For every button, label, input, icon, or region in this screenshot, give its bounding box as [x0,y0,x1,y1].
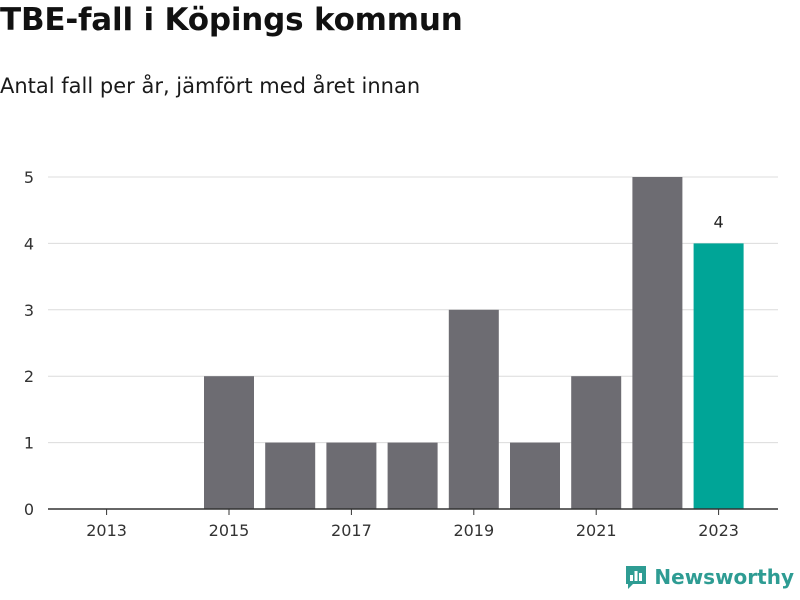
x-tick-label: 2017 [331,521,372,540]
bar-2016 [265,442,316,509]
brand-logo: Newsworthy [624,564,794,590]
y-tick-label: 5 [24,168,34,187]
bar-2015 [204,376,254,509]
x-tick-label: 2015 [209,521,250,540]
bar-2017 [326,442,377,509]
chart-subtitle: Antal fall per år, jämfört med året inna… [0,74,421,98]
x-tick-label: 2013 [86,521,127,540]
x-tick-label: 2021 [576,521,617,540]
y-tick-label: 1 [24,434,34,453]
data-label: 4 [714,212,724,231]
chart-title: TBE-fall i Köpings kommun [0,2,463,38]
newsworthy-logo-icon [626,566,647,589]
bar-2022 [632,177,683,509]
bar-2023 [693,243,744,509]
bar-2019 [448,309,499,509]
y-tick-label: 0 [24,500,34,519]
bar-2020 [510,442,560,509]
y-tick-label: 2 [24,367,34,386]
y-tick-label: 3 [24,301,34,320]
bar-2021 [571,376,622,509]
bar-2018 [387,442,438,509]
x-tick-label: 2019 [453,521,494,540]
x-tick-label: 2023 [698,521,739,540]
y-tick-label: 4 [24,234,34,253]
brand-name: Newsworthy [654,565,794,589]
